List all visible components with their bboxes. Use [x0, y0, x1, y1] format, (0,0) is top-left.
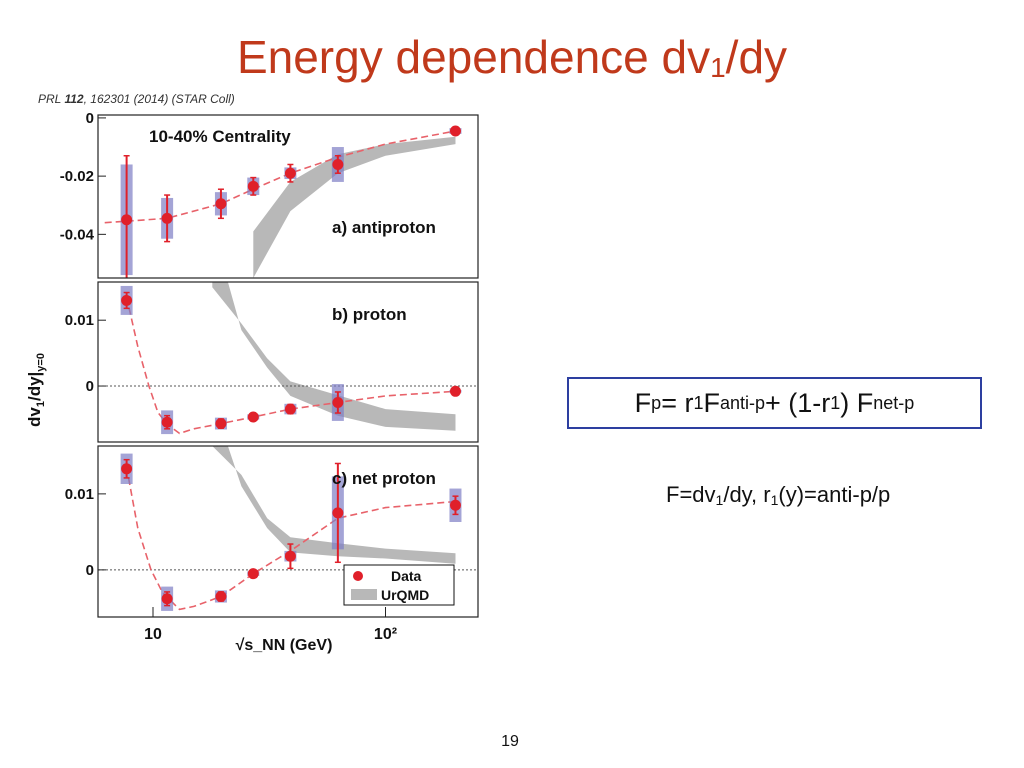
formula-r1b: 1 — [830, 392, 841, 413]
slide-title: Energy dependence dv1/dy — [0, 30, 1024, 84]
urqmd-band — [253, 136, 456, 278]
data-point — [449, 385, 461, 397]
x-tick-label: 10 — [144, 626, 162, 643]
citation: PRL 112, 162301 (2014) (STAR Coll) — [38, 92, 235, 106]
fit-curve — [104, 130, 456, 224]
legend-data-marker — [353, 571, 363, 581]
panel-1: 0 -0.02 -0.04 a) antiproton 10-40% Centralit… — [60, 110, 479, 279]
y-tick-label: 0 — [86, 378, 94, 395]
panel-label: b) proton — [332, 305, 407, 324]
definition-c: (y)=anti-p/p — [778, 482, 891, 507]
data-point — [449, 125, 461, 137]
panel-frame — [97, 445, 479, 618]
y-tick-label: 0.01 — [65, 312, 94, 329]
formula-close: ) F — [840, 387, 874, 418]
data-point — [247, 411, 259, 423]
dv1-dy-figure: 0 -0.02 -0.04 a) antiproton 10-40% Centralit… — [14, 110, 494, 670]
y-tick-label: 0.01 — [65, 486, 94, 503]
formula-plus: + (1-r — [765, 387, 831, 418]
x-tick-label: 10² — [374, 626, 397, 643]
y-tick-label: 0 — [86, 562, 94, 579]
data-point — [215, 198, 227, 210]
y-tick-label: -0.04 — [60, 226, 95, 243]
definition-sub-a: 1 — [715, 492, 724, 508]
legend-model-label: UrQMD — [381, 587, 429, 603]
formula-r1a: 1 — [693, 392, 704, 413]
formula-f: F — [634, 387, 652, 418]
panel-plot-area — [98, 282, 478, 435]
citation-rest: , 162301 (2014) (STAR Coll) — [83, 92, 235, 106]
definition-sub-b: 1 — [770, 492, 779, 508]
data-point — [332, 396, 344, 408]
definition-a: F=dv — [666, 482, 716, 507]
centrality-header: 10-40% Centrality — [149, 127, 291, 146]
citation-volume: 112 — [64, 92, 84, 106]
data-point — [332, 507, 344, 519]
panel-frame — [97, 114, 479, 279]
data-point — [449, 499, 461, 511]
legend: Data UrQMD — [343, 564, 455, 606]
formula-f2: F — [703, 387, 720, 418]
x-axis: 10 10² √s_NN (GeV) — [144, 607, 397, 654]
formula-antip: anti-p — [719, 392, 765, 413]
page-number: 19 — [501, 733, 519, 750]
fit-curve — [125, 467, 456, 611]
definition-b: /dy, r — [723, 482, 771, 507]
panel-2: 0.01 0 b) proton — [65, 281, 479, 443]
x-axis-label: √s_NN (GeV) — [236, 637, 333, 654]
data-point — [247, 568, 259, 580]
data-point — [121, 214, 133, 226]
figure-panels: 0 -0.02 -0.04 a) antiproton 10-40% Centralit… — [60, 110, 479, 618]
panel-3: 0.01 0 c) net proton — [65, 445, 479, 618]
data-point — [121, 463, 133, 475]
panel-label: c) net proton — [332, 469, 436, 488]
citation-prefix: PRL — [38, 92, 65, 106]
data-point — [247, 180, 259, 192]
panel-plot-area — [104, 125, 462, 278]
title-subscript: 1 — [710, 52, 726, 83]
data-point — [284, 403, 296, 415]
data-point — [121, 294, 133, 306]
definition-text: F=dv1/dy, r1(y)=anti-p/p — [666, 482, 890, 508]
data-point — [161, 416, 173, 428]
data-point — [161, 593, 173, 605]
formula-netp: net-p — [873, 392, 915, 413]
formula-eq: = r — [661, 387, 694, 418]
panel-frame — [97, 281, 479, 443]
title-main: Energy dependence dv — [236, 31, 711, 83]
formula-p: p — [651, 392, 662, 413]
urqmd-band — [212, 446, 456, 564]
legend-data-label: Data — [391, 568, 422, 584]
y-tick-label: 0 — [86, 110, 94, 127]
data-point — [161, 212, 173, 224]
legend-model-swatch — [351, 589, 377, 600]
panel-plot-area — [98, 446, 478, 611]
y-tick-label: -0.02 — [60, 168, 94, 185]
data-point — [284, 550, 296, 562]
data-point — [215, 590, 227, 602]
panel-label: a) antiproton — [332, 218, 436, 237]
data-point — [215, 418, 227, 430]
data-point — [332, 158, 344, 170]
title-tail: /dy — [725, 31, 788, 83]
data-point — [284, 167, 296, 179]
